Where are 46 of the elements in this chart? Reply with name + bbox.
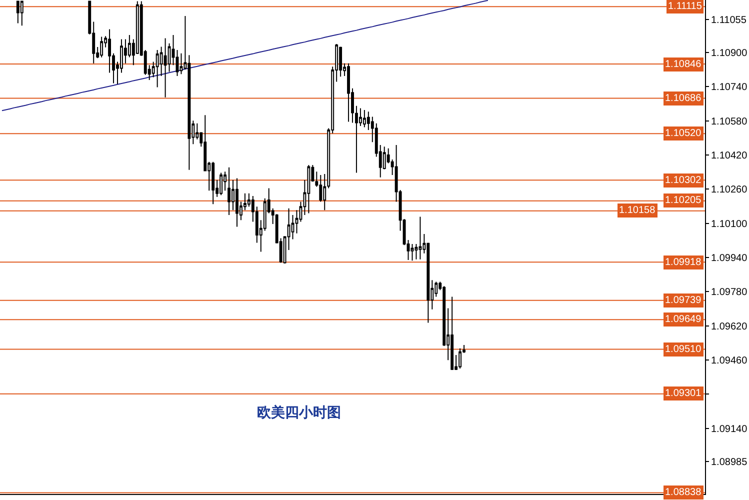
line-series xyxy=(1,0,488,112)
ref-line-label: 1.10205 xyxy=(665,195,702,206)
y-tick-label: 1.09780 xyxy=(711,287,748,298)
ref-line-label: 1.09649 xyxy=(665,314,702,325)
y-tick-label: 1.10260 xyxy=(711,184,748,196)
candlestick xyxy=(212,161,215,205)
y-tick-label: 1.10740 xyxy=(711,82,748,94)
ref-line-label: 1.10846 xyxy=(665,59,702,70)
candlestick xyxy=(458,348,462,369)
y-tick-label: 1.10580 xyxy=(711,116,748,128)
candlestick xyxy=(418,216,422,260)
candlestick xyxy=(410,244,414,262)
ref-line-label: 1.11115 xyxy=(668,1,702,12)
y-tick-label: 1.09460 xyxy=(711,355,748,366)
candlestick xyxy=(228,166,230,216)
annotation: 欧美四小时图 xyxy=(257,404,341,421)
candlestick xyxy=(164,38,167,98)
candlestick xyxy=(450,296,454,370)
ref-line-label: 1.09918 xyxy=(665,257,702,268)
ref-line-label: 1.10302 xyxy=(665,175,702,186)
ref-line-label: 1.10520 xyxy=(665,128,702,139)
y-tick-label: 1.10900 xyxy=(711,48,748,60)
candlestick xyxy=(362,109,366,128)
candlestick xyxy=(347,62,350,122)
candlestick xyxy=(307,164,310,214)
y-tick-label: 1.10100 xyxy=(711,218,748,230)
candlestick xyxy=(236,178,238,228)
candlestick xyxy=(16,0,20,24)
y-tick-label: 1.09940 xyxy=(711,252,748,264)
ref-line-label: 1.10686 xyxy=(665,93,702,104)
candlestick xyxy=(224,171,227,192)
ref-line-label: 1.09301 xyxy=(665,388,702,399)
ref-line-label: 1.10158 xyxy=(619,205,656,216)
candlestick xyxy=(100,36,104,58)
ref-line-label: 1.08838 xyxy=(665,487,702,498)
ref-line-label: 1.09510 xyxy=(665,344,702,355)
ref-line-label: 1.09739 xyxy=(665,295,702,306)
y-tick-label: 1.09140 xyxy=(711,424,748,435)
y-tick-label: 1.10420 xyxy=(711,150,748,162)
candlestick xyxy=(156,49,159,88)
y-tick-label: 1.11055 xyxy=(711,14,747,26)
candlestick xyxy=(323,173,326,211)
candlestick xyxy=(355,105,358,174)
candlestick xyxy=(220,172,223,196)
y-tick-label: 1.09620 xyxy=(711,321,748,332)
y-tick-label: 1.08985 xyxy=(711,456,748,468)
